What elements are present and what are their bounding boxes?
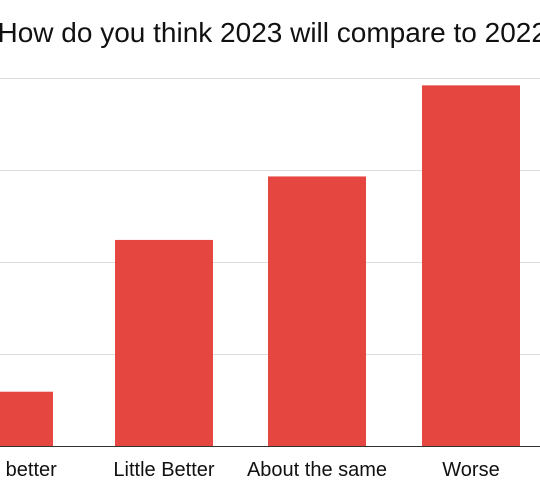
bar-worse	[422, 85, 520, 447]
bar-little-better	[115, 239, 213, 446]
chart-title: How do you think 2023 will compare to 20…	[0, 17, 540, 48]
category-labels: Much better Little Better About the same Wo…	[0, 459, 500, 481]
category-label: Worse	[442, 459, 499, 481]
bar-much-better	[0, 391, 53, 446]
bar-about-the-same	[268, 176, 366, 446]
bars	[0, 85, 520, 447]
category-label: Little Better	[113, 459, 215, 481]
category-label: Much better	[0, 459, 57, 481]
category-label: About the same	[247, 459, 387, 481]
